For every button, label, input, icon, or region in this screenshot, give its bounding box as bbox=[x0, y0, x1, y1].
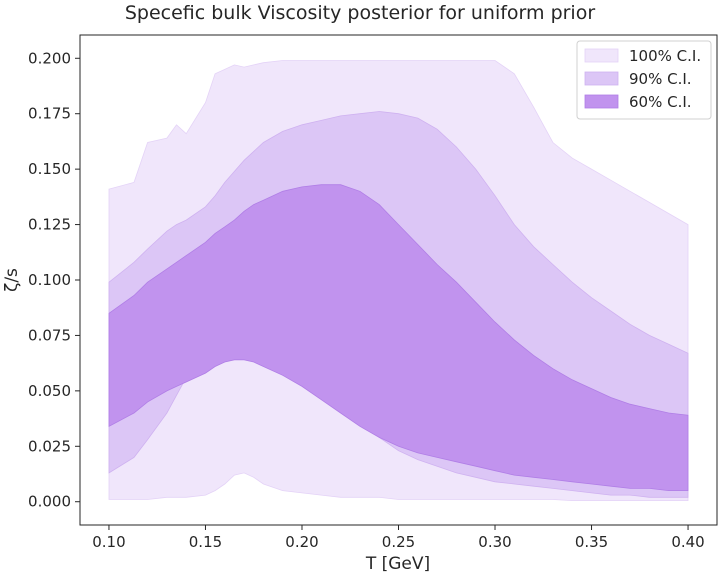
x-tick-label: 0.10 bbox=[92, 533, 125, 551]
legend-swatch bbox=[584, 94, 619, 109]
y-tick-label: 0.000 bbox=[28, 493, 71, 511]
y-tick-label: 0.025 bbox=[28, 437, 71, 455]
legend-swatch bbox=[584, 48, 619, 63]
legend-swatch bbox=[584, 71, 619, 86]
confidence-bands bbox=[108, 60, 689, 501]
x-tick-label: 0.35 bbox=[575, 533, 608, 551]
x-tick-label: 0.30 bbox=[478, 533, 511, 551]
y-tick-label: 0.200 bbox=[28, 49, 71, 67]
y-tick-label: 0.125 bbox=[28, 216, 71, 234]
y-tick-label: 0.100 bbox=[28, 271, 71, 289]
legend: 100% C.I. 90% C.I. 60% C.I. bbox=[576, 40, 712, 120]
chart-title: Specefic bulk Viscosity posterior for un… bbox=[125, 2, 595, 24]
y-axis-ticks: 0.000 0.025 0.050 0.075 0.100 0.125 0.150 0.175… bbox=[28, 49, 80, 511]
legend-label: 60% C.I. bbox=[629, 93, 692, 111]
y-tick-label: 0.050 bbox=[28, 382, 71, 400]
x-tick-label: 0.20 bbox=[285, 533, 318, 551]
x-tick-label: 0.25 bbox=[382, 533, 415, 551]
y-axis-label: ζ/s bbox=[2, 268, 22, 292]
y-tick-label: 0.075 bbox=[28, 326, 71, 344]
y-tick-label: 0.175 bbox=[28, 105, 71, 123]
x-axis-label: T [GeV] bbox=[365, 554, 430, 574]
x-tick-label: 0.40 bbox=[671, 533, 704, 551]
band-60-c-i bbox=[108, 184, 689, 491]
x-tick-label: 0.15 bbox=[189, 533, 222, 551]
legend-label: 90% C.I. bbox=[629, 70, 692, 88]
y-tick-label: 0.150 bbox=[28, 160, 71, 178]
x-axis-ticks: 0.10 0.15 0.20 0.25 0.30 0.35 0.40 bbox=[92, 525, 705, 551]
legend-label: 100% C.I. bbox=[629, 47, 701, 65]
